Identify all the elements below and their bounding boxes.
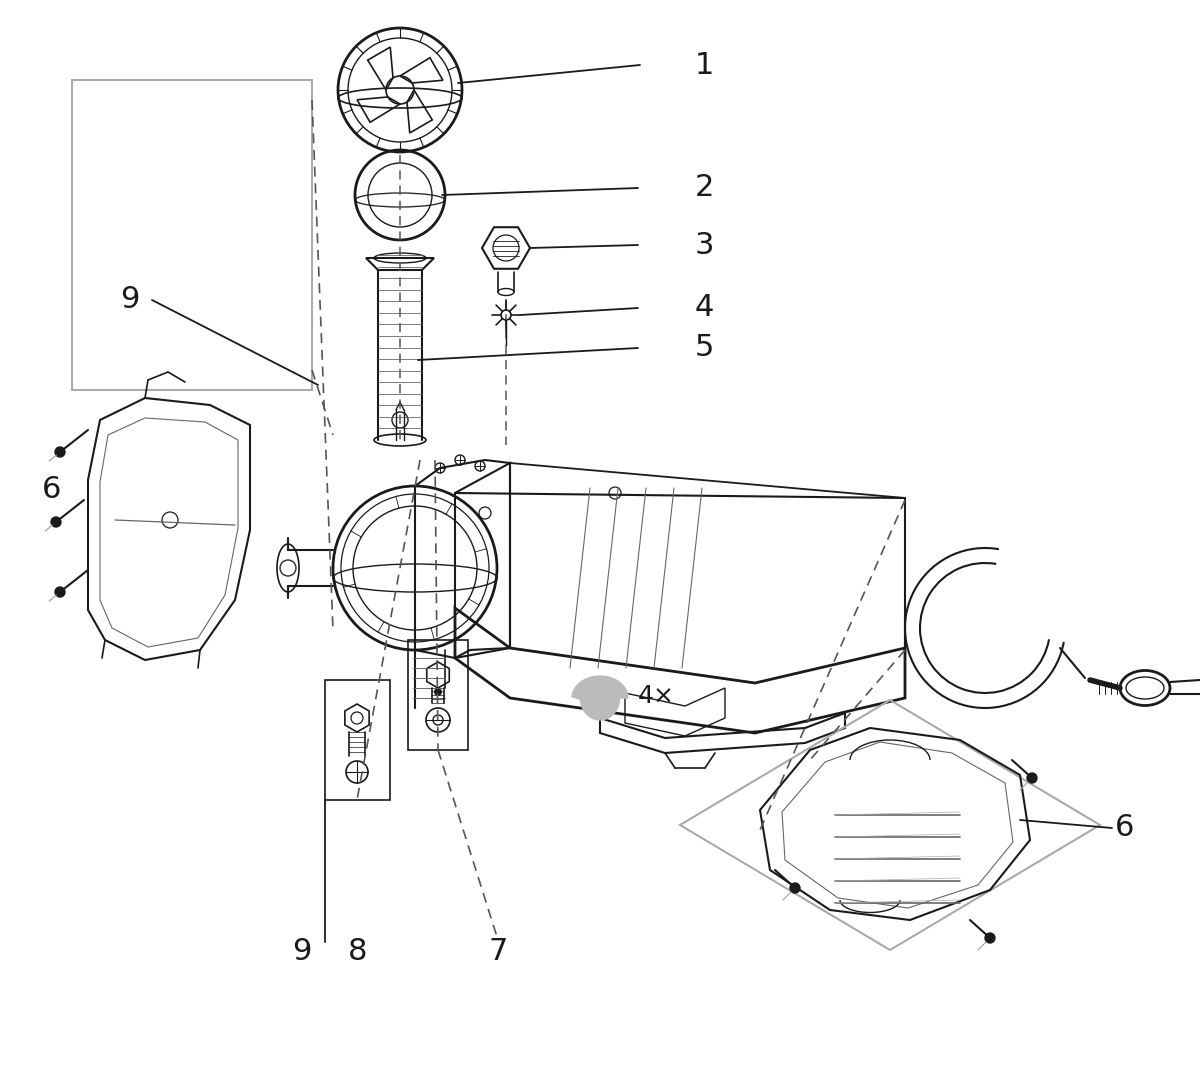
Circle shape <box>1027 773 1037 783</box>
Text: 4: 4 <box>695 293 714 322</box>
Text: 1: 1 <box>695 51 714 80</box>
Circle shape <box>434 688 442 696</box>
Circle shape <box>985 932 995 943</box>
Circle shape <box>790 883 800 893</box>
Text: 2: 2 <box>695 174 714 203</box>
Circle shape <box>55 588 65 597</box>
Circle shape <box>55 447 65 457</box>
Text: 8: 8 <box>348 938 367 967</box>
Text: 6: 6 <box>42 475 61 505</box>
Text: 7: 7 <box>488 938 508 967</box>
Circle shape <box>50 517 61 527</box>
Text: 5: 5 <box>695 333 714 362</box>
Text: 9: 9 <box>120 286 139 315</box>
Bar <box>408 640 468 750</box>
Text: 4×: 4× <box>638 685 674 708</box>
Text: 9: 9 <box>293 938 312 967</box>
Polygon shape <box>572 676 628 720</box>
Text: 6: 6 <box>1115 814 1134 843</box>
Text: 3: 3 <box>695 231 714 260</box>
Bar <box>72 80 312 390</box>
Bar <box>325 680 390 800</box>
